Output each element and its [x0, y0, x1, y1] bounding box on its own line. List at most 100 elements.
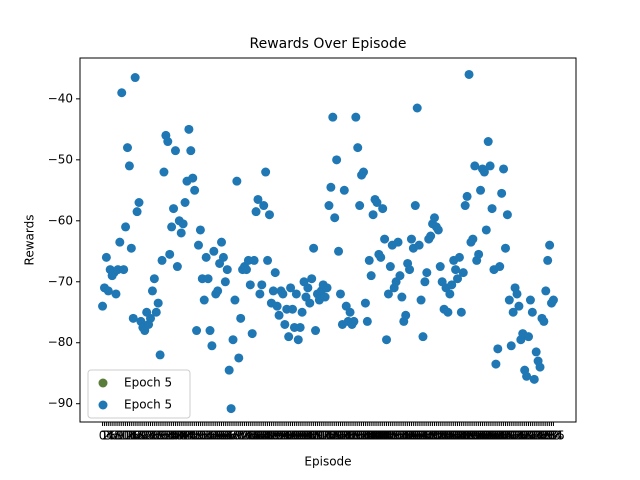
point	[205, 326, 215, 336]
point	[451, 265, 461, 275]
x-tick-label: 61	[212, 429, 227, 443]
point	[353, 143, 363, 153]
point	[535, 362, 545, 372]
x-tick-label: 143	[365, 429, 388, 443]
x-tick-label: 225	[523, 429, 546, 443]
x-tick-label: 26	[145, 429, 160, 443]
point	[412, 103, 422, 113]
point	[147, 286, 157, 296]
x-tick-label: 221	[515, 429, 538, 443]
point	[506, 341, 516, 351]
x-tick-label: 115	[312, 429, 335, 443]
x-tick-label: 81	[250, 429, 265, 443]
point	[224, 365, 234, 375]
point	[226, 404, 236, 414]
x-tick-label: 10	[114, 429, 129, 443]
x-tick-label: 96	[279, 429, 294, 443]
x-tick-label: 68	[225, 429, 240, 443]
point	[324, 201, 334, 211]
x-tick-label: 169	[415, 429, 438, 443]
x-tick-label: 222	[517, 429, 540, 443]
x-tick-label: 130	[341, 429, 364, 443]
point	[364, 255, 374, 265]
x-tick-label: 106	[294, 429, 317, 443]
point	[228, 335, 238, 345]
point	[291, 289, 301, 299]
point	[128, 313, 138, 323]
point	[485, 161, 495, 171]
point	[268, 286, 278, 296]
point	[420, 277, 430, 287]
x-tick-label: 157	[392, 429, 415, 443]
x-tick-label: 138	[356, 429, 379, 443]
x-tick-label: 116	[314, 429, 337, 443]
x-tick-label: 211	[496, 429, 519, 443]
x-tick-label: 178	[433, 429, 456, 443]
point	[119, 265, 129, 275]
point	[345, 307, 355, 317]
x-tick-label: 99	[285, 429, 300, 443]
point	[199, 295, 209, 305]
point	[213, 286, 223, 296]
point	[263, 255, 273, 265]
point	[326, 182, 336, 192]
point	[504, 295, 514, 305]
point	[543, 255, 553, 265]
point	[178, 219, 188, 229]
x-tick-label: 161	[400, 429, 423, 443]
x-tick-label: 107	[296, 429, 319, 443]
point	[330, 213, 340, 223]
x-tick-label: 127	[335, 429, 358, 443]
point	[220, 277, 230, 287]
x-tick-label: 118	[318, 429, 341, 443]
point	[468, 234, 478, 244]
x-tick-label: 83	[254, 429, 269, 443]
x-tick-label: 102	[287, 429, 310, 443]
point	[508, 307, 518, 317]
x-tick-label: 42	[175, 429, 190, 443]
x-tick-label: 32	[156, 429, 171, 443]
x-tick-label: 56	[202, 429, 217, 443]
x-tick-label: 165	[408, 429, 431, 443]
point	[203, 274, 213, 284]
x-tick-label: 114	[310, 429, 333, 443]
x-tick-label: 209	[492, 429, 515, 443]
x-tick-label: 0	[99, 429, 107, 443]
x-tick-label: 200	[475, 429, 498, 443]
point	[410, 201, 420, 211]
x-tick-label: 184	[444, 429, 467, 443]
x-tick-label: 141	[362, 429, 385, 443]
point	[500, 243, 510, 253]
x-tick-label: 36	[164, 429, 179, 443]
point	[157, 255, 167, 265]
x-tick-label: 219	[511, 429, 534, 443]
y-tick-label: −90	[48, 396, 73, 410]
x-tick-label: 234	[540, 429, 563, 443]
point	[416, 295, 426, 305]
x-tick-label: 132	[344, 429, 367, 443]
point	[247, 329, 257, 339]
point	[332, 155, 342, 165]
x-tick-label: 88	[264, 429, 279, 443]
point	[169, 204, 179, 214]
x-tick-label: 120	[321, 429, 344, 443]
point	[311, 326, 321, 336]
point	[201, 252, 211, 262]
point	[186, 146, 196, 156]
x-tick-label: 152	[383, 429, 406, 443]
x-tick-label: 204	[483, 429, 506, 443]
point	[541, 286, 551, 296]
x-tick-label: 214	[502, 429, 525, 443]
x-tick-label: 167	[412, 429, 435, 443]
x-tick-label: 198	[471, 429, 494, 443]
point	[458, 268, 468, 278]
x-tick-label: 201	[477, 429, 500, 443]
x-tick-label: 175	[427, 429, 450, 443]
plot-area	[79, 57, 577, 423]
x-tick-label: 182	[440, 429, 463, 443]
point	[453, 274, 463, 284]
x-tick-label: 43	[177, 429, 192, 443]
x-tick-label: 185	[446, 429, 469, 443]
point	[376, 252, 386, 262]
x-tick-label: 92	[271, 429, 286, 443]
